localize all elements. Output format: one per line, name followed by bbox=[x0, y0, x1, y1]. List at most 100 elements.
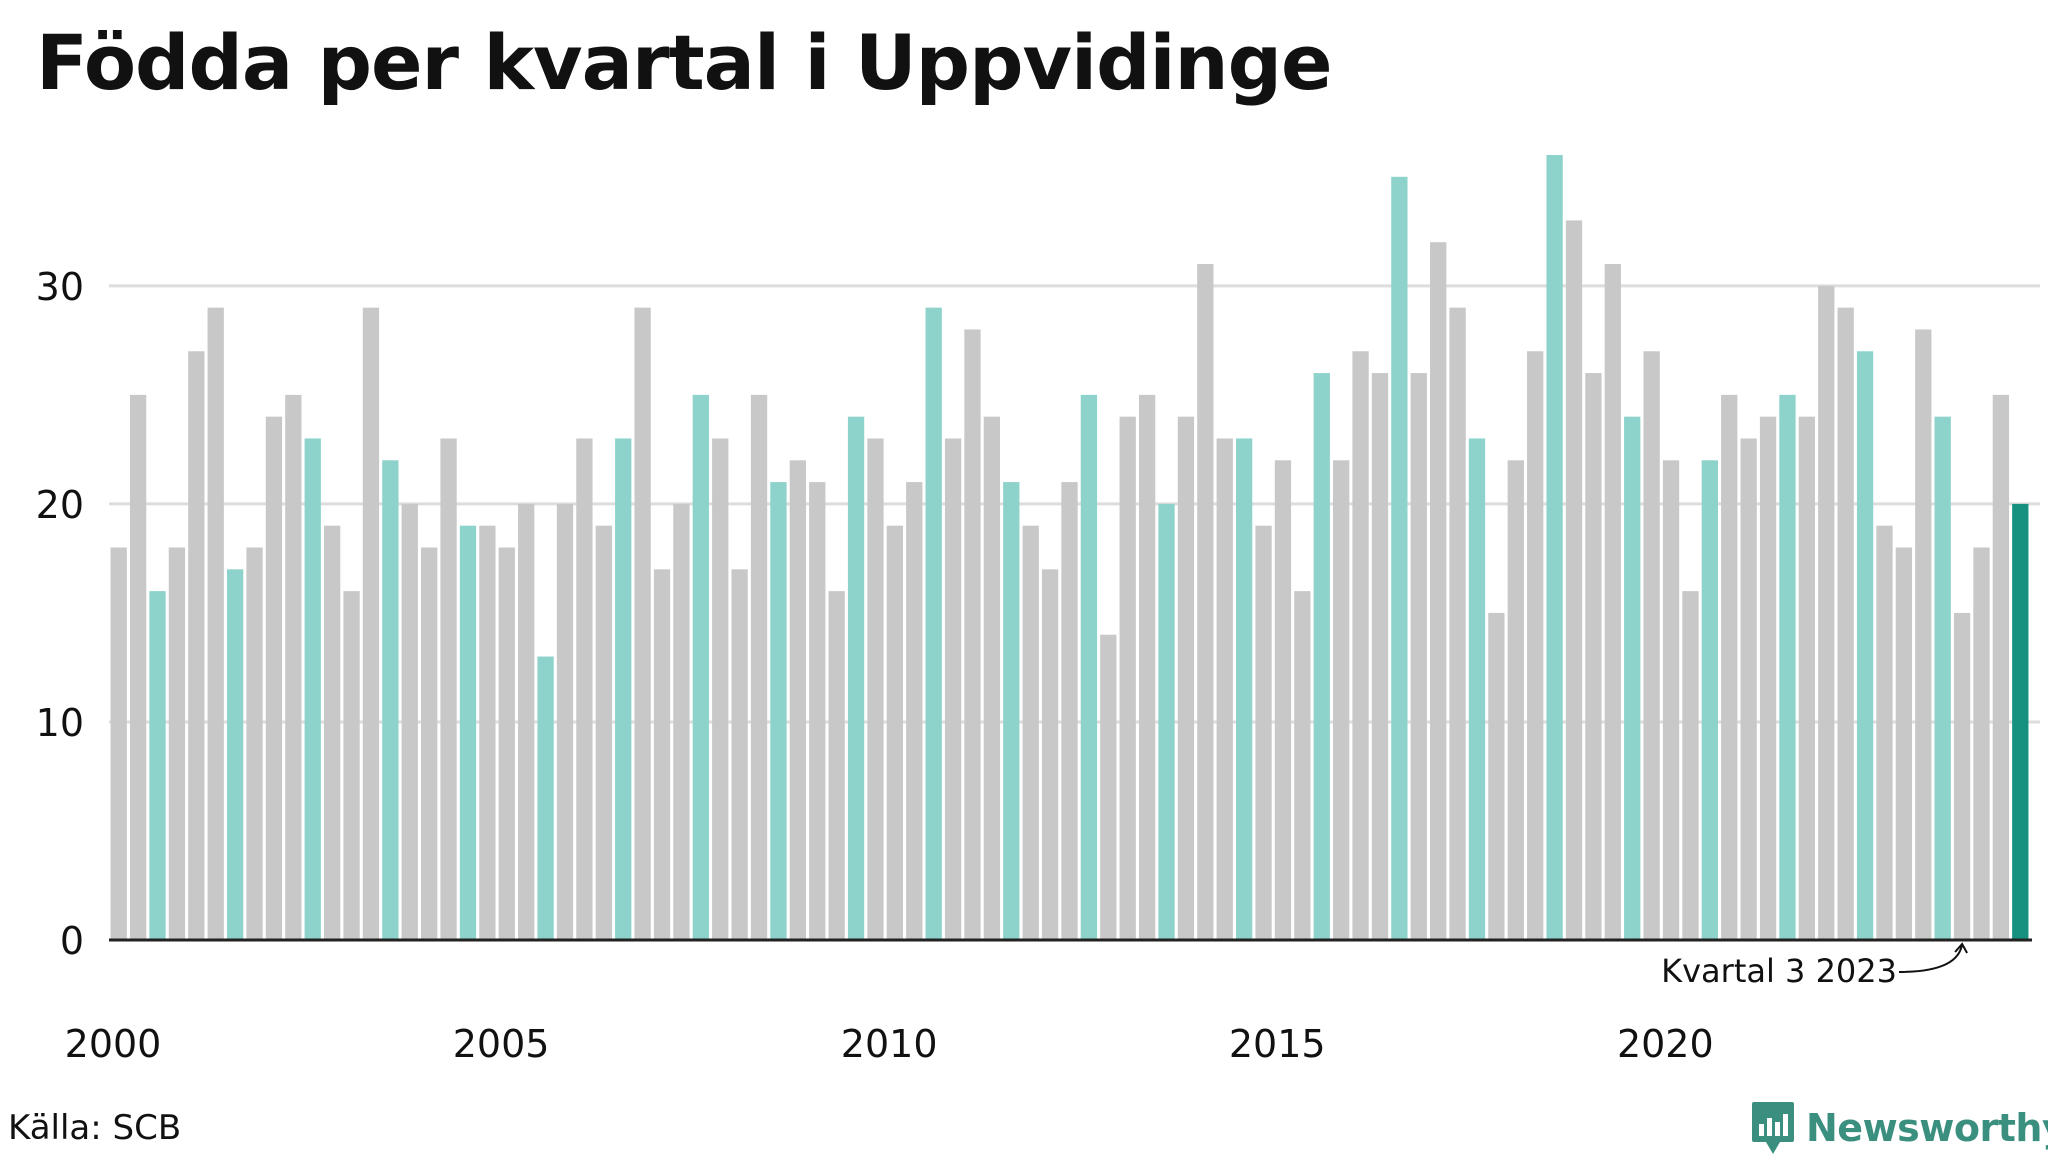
bar bbox=[1798, 416, 1815, 940]
bar bbox=[1177, 416, 1195, 940]
bar bbox=[595, 525, 612, 940]
bar bbox=[1488, 612, 1505, 940]
x-tick-label: 2005 bbox=[453, 1022, 550, 1066]
bar bbox=[1119, 416, 1136, 940]
bar bbox=[382, 460, 399, 940]
bar bbox=[1662, 460, 1680, 940]
bar bbox=[401, 503, 418, 940]
bar bbox=[983, 416, 1001, 940]
bar bbox=[207, 307, 224, 940]
bar bbox=[886, 525, 904, 940]
bar bbox=[1352, 351, 1369, 940]
bar bbox=[867, 438, 884, 940]
bar bbox=[1604, 264, 1621, 940]
bar bbox=[1759, 416, 1777, 940]
bar bbox=[1934, 416, 1951, 940]
bar bbox=[1197, 264, 1214, 940]
bar bbox=[1061, 482, 1078, 940]
bar bbox=[1507, 460, 1524, 940]
bar bbox=[362, 307, 380, 940]
bar bbox=[634, 307, 651, 940]
bar bbox=[1837, 307, 1854, 940]
bar bbox=[809, 482, 826, 940]
bar bbox=[576, 438, 593, 940]
bar bbox=[265, 416, 283, 940]
x-tick-label: 2010 bbox=[841, 1022, 938, 1066]
bar bbox=[828, 591, 845, 940]
bar bbox=[1973, 547, 1990, 940]
bar bbox=[1235, 438, 1253, 940]
bar bbox=[770, 482, 787, 940]
brand-name: Newsworthy bbox=[1806, 1106, 2048, 1150]
bar bbox=[1721, 394, 1738, 940]
bar bbox=[459, 525, 477, 940]
bar bbox=[1022, 525, 1039, 940]
bar bbox=[421, 547, 438, 940]
bar bbox=[479, 525, 496, 940]
bar bbox=[1992, 394, 2010, 940]
bar bbox=[1313, 373, 1330, 940]
bar bbox=[1294, 591, 1311, 940]
annotation-arrow bbox=[1898, 942, 1968, 973]
bar bbox=[1449, 307, 1466, 940]
bar bbox=[518, 503, 535, 940]
bar bbox=[1682, 591, 1699, 940]
bar bbox=[110, 547, 127, 940]
bar bbox=[1041, 569, 1059, 940]
bar bbox=[188, 351, 205, 940]
bar bbox=[1643, 351, 1660, 940]
brand-logo: Newsworthy bbox=[1750, 1100, 2048, 1156]
bar bbox=[2012, 503, 2029, 940]
y-tick-label: 10 bbox=[36, 701, 84, 745]
bar bbox=[1430, 242, 1447, 941]
bar bbox=[906, 482, 923, 940]
y-tick-label: 0 bbox=[60, 919, 84, 963]
bar bbox=[1546, 155, 1563, 940]
bar bbox=[712, 438, 729, 940]
bar bbox=[1895, 547, 1913, 940]
bar bbox=[1953, 612, 1971, 940]
bar bbox=[1138, 394, 1156, 940]
source-note: Källa: SCB bbox=[8, 1108, 182, 1148]
bar bbox=[731, 569, 748, 940]
bar bbox=[964, 329, 981, 940]
bar bbox=[537, 656, 554, 940]
bar bbox=[149, 591, 166, 940]
bar bbox=[440, 438, 457, 940]
bar bbox=[285, 394, 302, 940]
bar bbox=[1624, 416, 1641, 940]
bar bbox=[246, 547, 263, 940]
bar bbox=[1565, 220, 1583, 941]
bar bbox=[1740, 438, 1757, 940]
bar bbox=[556, 503, 574, 940]
annotation-label: Kvartal 3 2023 bbox=[1661, 952, 1897, 990]
bar bbox=[1410, 373, 1427, 940]
bar bbox=[615, 438, 632, 940]
annotation: Kvartal 3 2023 bbox=[1661, 942, 1968, 990]
bar bbox=[789, 460, 806, 940]
bar bbox=[1585, 373, 1602, 940]
bar bbox=[304, 438, 321, 940]
bar bbox=[1856, 351, 1874, 940]
bar bbox=[750, 394, 768, 940]
y-tick-label: 30 bbox=[36, 265, 84, 309]
bar bbox=[673, 503, 690, 940]
newsworthy-logo-icon bbox=[1752, 1102, 1794, 1154]
bar bbox=[1701, 460, 1718, 940]
bar bbox=[168, 547, 186, 940]
bar bbox=[1003, 482, 1020, 940]
bar bbox=[226, 569, 244, 940]
bar bbox=[343, 591, 360, 940]
x-axis-ticks: 2000 2005 2010 2015 2020 bbox=[65, 1022, 1714, 1066]
bar bbox=[1915, 329, 1932, 940]
bar bbox=[1818, 285, 1835, 941]
bar bbox=[1274, 460, 1292, 940]
bar bbox=[324, 525, 341, 940]
bar bbox=[1468, 438, 1486, 940]
bar bbox=[1371, 373, 1389, 940]
bar bbox=[498, 547, 515, 940]
bar bbox=[925, 307, 942, 940]
bar bbox=[1527, 351, 1544, 940]
chart-title: Födda per kvartal i Uppvidinge bbox=[36, 18, 1333, 107]
bar bbox=[653, 569, 671, 940]
